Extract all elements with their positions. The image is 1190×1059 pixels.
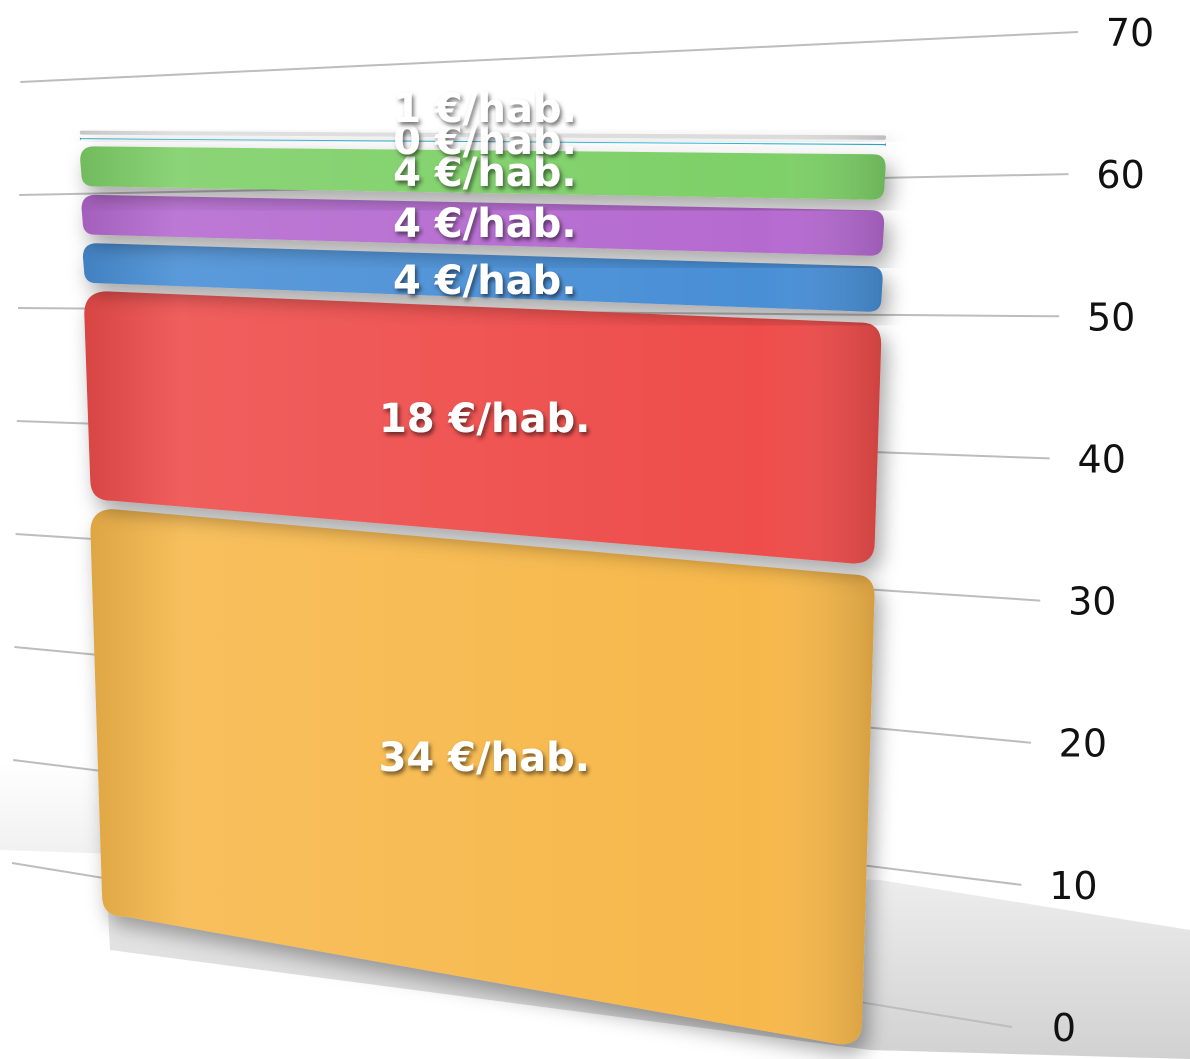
bar-segment-shine [79,130,887,140]
bar-segment-shine [79,136,886,148]
bar-segment-shine [90,509,875,1045]
y-tick-label: 70 [1106,11,1154,55]
data-label: 1 €/hab. [393,86,577,132]
data-label: 18 €/hab. [379,396,590,442]
data-label: 4 €/hab. [393,150,577,196]
y-tick-label: 50 [1087,295,1135,339]
gridline [20,31,1079,83]
bar-segment-shine [82,243,883,312]
y-tick-label: 60 [1096,153,1144,197]
y-tick-label: 10 [1049,864,1097,908]
data-label: 34 €/hab. [379,735,590,781]
y-tick-label: 20 [1059,722,1107,766]
data-label: 4 €/hab. [393,201,577,247]
data-label: 0 €/hab. [393,118,577,164]
data-label: 4 €/hab. [393,258,577,304]
y-tick-label: 0 [1052,1006,1076,1050]
y-tick-label: 40 [1078,437,1126,481]
bar-segment-shine [81,194,885,256]
y-tick-label: 30 [1068,580,1116,624]
bar-segment-shine [80,146,886,200]
bar-segment-shine [84,291,882,564]
